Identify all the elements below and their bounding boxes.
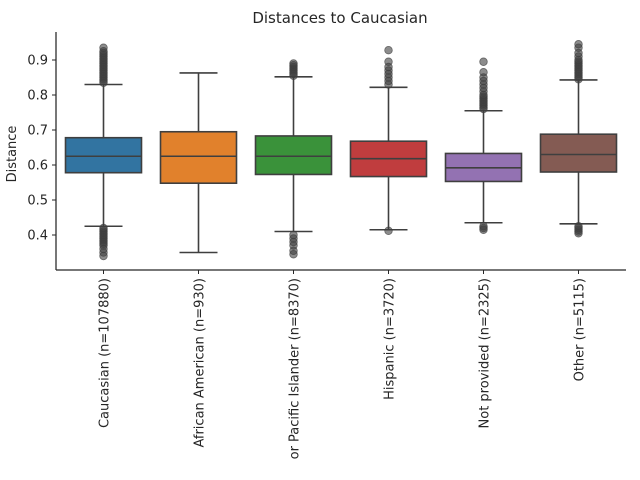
y-tick-label: 0.8	[27, 89, 48, 104]
box-group	[444, 57, 523, 234]
x-tick-label: or Pacific Islander (n=8370)	[288, 278, 303, 459]
y-tick-label: 0.7	[27, 124, 48, 139]
x-tick-label: Hispanic (n=3720)	[383, 278, 398, 400]
x-tick-labels: Caucasian (n=107880) African American (n=…	[98, 270, 588, 459]
chart-title: Distances to Caucasian	[252, 9, 427, 27]
y-tick-labels: 0.4 0.5 0.6 0.7 0.8 0.9	[27, 54, 56, 244]
box-group	[349, 46, 428, 235]
outlier-point	[99, 223, 108, 233]
y-tick-label: 0.6	[27, 159, 48, 174]
outlier-point	[384, 226, 393, 235]
plot-area	[64, 40, 618, 261]
y-tick-label: 0.9	[27, 54, 48, 69]
x-tick-label: Other (n=5115)	[573, 278, 588, 381]
x-tick-label: African American (n=930)	[193, 278, 208, 448]
y-axis-label: Distance	[5, 126, 20, 183]
outlier-point	[289, 230, 298, 240]
box-group	[159, 72, 238, 254]
box-iqr	[539, 133, 618, 173]
outlier-point	[479, 57, 488, 66]
y-tick-label: 0.4	[27, 229, 48, 244]
box-group	[539, 40, 618, 238]
box-group	[254, 59, 333, 259]
outlier-point	[574, 40, 583, 49]
x-tick-label: Caucasian (n=107880)	[98, 278, 113, 428]
outlier-point	[384, 57, 393, 66]
box-group	[64, 43, 143, 261]
box-iqr	[159, 130, 238, 185]
x-tick-label: Not provided (n=2325)	[478, 278, 493, 428]
y-tick-label: 0.5	[27, 194, 48, 209]
outlier-point	[479, 68, 488, 77]
outlier-point	[289, 59, 298, 68]
outlier-point	[574, 222, 583, 231]
outlier-point	[479, 222, 488, 231]
outlier-point	[99, 43, 108, 52]
outlier-point	[384, 46, 393, 55]
box-iqr	[254, 135, 333, 176]
box-iqr	[64, 136, 143, 174]
